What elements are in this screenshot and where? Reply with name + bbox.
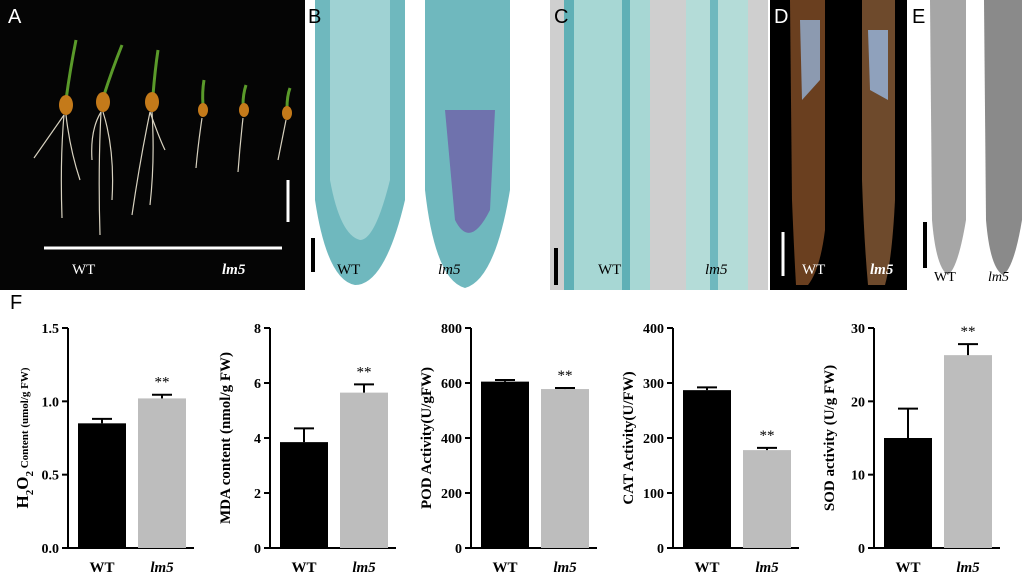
y-tick-label: 8: [254, 322, 261, 337]
bar-wt: [78, 423, 126, 548]
bar-mutant: [138, 398, 186, 548]
seedlings-image: [33, 39, 292, 250]
x-category-label: WT: [291, 560, 316, 576]
significance-marker: **: [558, 368, 573, 384]
y-axis-label: SOD activity (U/g FW): [822, 365, 838, 511]
y-tick-label: 30: [851, 322, 865, 337]
bar-mutant: [944, 355, 992, 548]
x-category-label: WT: [895, 560, 920, 576]
y-tick-label: 0: [657, 542, 664, 557]
bar-mutant: [541, 389, 589, 548]
y-label-part: Content (umol/g FW): [19, 367, 31, 471]
y-tick-label: 1.5: [42, 322, 60, 337]
y-tick-label: 400: [643, 322, 664, 337]
y-tick-label: 400: [441, 432, 462, 447]
bar-wt: [481, 381, 529, 548]
genotype-label-mutant: lm5: [438, 262, 461, 278]
panel-d-stained-roots: D WT lm5: [770, 0, 907, 290]
y-label-subscript: 2: [24, 489, 36, 495]
y-tick-label: 100: [643, 487, 664, 502]
genotype-label-mutant: lm5: [988, 270, 1009, 285]
grayscale-roots-image: [923, 0, 1022, 275]
genotype-label-wt: WT: [802, 262, 826, 278]
y-tick-label: 0: [858, 542, 865, 557]
genotype-label-wt: WT: [72, 262, 96, 278]
y-tick-label: 300: [643, 377, 664, 392]
y-tick-label: 20: [851, 395, 865, 410]
genotype-label-mutant: lm5: [870, 262, 894, 278]
y-tick-label: 0.0: [42, 542, 60, 557]
genotype-label-mutant: lm5: [222, 262, 246, 278]
significance-marker: **: [357, 364, 372, 380]
y-tick-label: 200: [441, 487, 462, 502]
y-axis-label: H2O2 Content (umol/g FW): [13, 367, 36, 508]
significance-marker: **: [961, 324, 976, 340]
stained-roots-image: [781, 0, 895, 285]
panel-a-seedlings: A WT lm5: [0, 0, 305, 290]
significance-marker: **: [760, 428, 775, 444]
significance-marker: **: [155, 375, 170, 391]
y-tick-label: 800: [441, 322, 462, 337]
genotype-label-wt: WT: [337, 262, 361, 278]
bar-wt: [683, 390, 731, 548]
y-tick-label: 200: [643, 432, 664, 447]
x-category-label: lm5: [352, 560, 376, 576]
panel-e-grayscale-roots: E WT lm5: [908, 0, 1030, 290]
root-tip-section-image: [311, 0, 510, 288]
x-category-label: lm5: [150, 560, 174, 576]
y-tick-label: 2: [254, 487, 261, 502]
y-tick-label: 1.0: [42, 395, 60, 410]
y-tick-label: 0: [254, 542, 261, 557]
bar-wt: [280, 442, 328, 548]
genotype-label-wt: WT: [598, 262, 622, 278]
panel-letter: A: [8, 6, 22, 28]
section-letter-f: F: [10, 292, 23, 314]
y-tick-label: 0.5: [42, 469, 60, 484]
y-label-part: H: [13, 495, 32, 508]
y-axis-label: POD Activity(U/gFW): [419, 367, 435, 509]
genotype-label-wt: WT: [934, 270, 956, 285]
y-tick-label: 6: [254, 377, 261, 392]
x-category-label: lm5: [956, 560, 980, 576]
x-category-label: WT: [492, 560, 517, 576]
bar-mutant: [340, 392, 388, 548]
x-category-label: lm5: [553, 560, 577, 576]
elongation-zone-image: [554, 0, 748, 290]
y-tick-label: 0: [455, 542, 462, 557]
y-label-part: O: [13, 477, 32, 490]
panel-letter: C: [554, 6, 569, 28]
genotype-label-mutant: lm5: [705, 262, 728, 278]
y-tick-label: 10: [851, 469, 865, 484]
bar-mutant: [743, 450, 791, 548]
y-tick-label: 600: [441, 377, 462, 392]
bar-wt: [884, 438, 932, 548]
panel-c-elongation-zone: C WT lm5: [550, 0, 768, 290]
x-category-label: lm5: [755, 560, 779, 576]
y-axis-label: CAT Activity(U/FW): [621, 371, 637, 504]
y-label-subscript: 2: [24, 471, 36, 477]
y-tick-label: 4: [254, 432, 261, 447]
panel-b-root-tip-section: B WT lm5: [305, 0, 547, 290]
x-category-label: WT: [89, 560, 114, 576]
x-category-label: WT: [694, 560, 719, 576]
y-axis-label: MDA content (nmol/g FW): [218, 352, 234, 524]
panel-letter: D: [774, 6, 789, 28]
panel-letter: E: [912, 6, 926, 28]
panel-letter: B: [308, 6, 322, 28]
